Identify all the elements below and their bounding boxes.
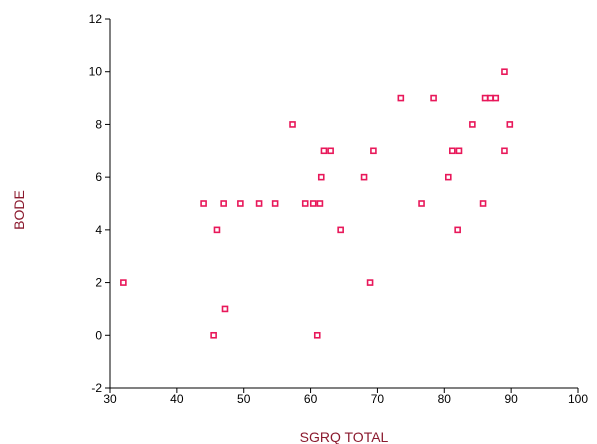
x-tick-label: 100 [568, 392, 588, 406]
x-axis-ticks: 30 40 50 60 70 80 90 100 [103, 388, 588, 406]
data-point [418, 200, 425, 207]
data-point [316, 200, 324, 207]
data-point [501, 68, 508, 76]
y-axis: -2 0 2 4 6 8 10 12 [89, 12, 111, 395]
y-tick-label: 6 [95, 170, 102, 184]
data-point [313, 331, 321, 339]
x-tick-label: 50 [237, 392, 251, 406]
data-point [430, 94, 437, 102]
data-point [327, 147, 334, 155]
data-point [449, 147, 456, 155]
data-point [289, 121, 296, 128]
data-point [221, 305, 229, 313]
data-point [220, 200, 227, 207]
x-tick-label: 80 [438, 392, 452, 406]
data-point [255, 200, 263, 207]
data-points [120, 68, 514, 339]
x-tick-label: 40 [170, 392, 184, 406]
y-tick-label: 10 [89, 65, 103, 79]
data-point [469, 121, 476, 128]
x-axis: 30 40 50 60 70 80 90 100 [103, 387, 588, 406]
x-tick-label: 60 [304, 392, 318, 406]
data-point [506, 121, 514, 128]
y-axis-title: BODE [11, 190, 27, 230]
data-point [501, 147, 508, 155]
data-point [237, 200, 244, 207]
y-tick-label: 0 [95, 328, 102, 342]
data-point [479, 200, 487, 207]
data-point [397, 94, 405, 102]
y-tick-label: 4 [95, 223, 102, 237]
y-tick-label: 8 [95, 117, 102, 131]
data-point [487, 94, 494, 102]
data-point [301, 200, 309, 207]
data-point [200, 200, 207, 207]
data-point [360, 173, 368, 181]
x-axis-title: SGRQ TOTAL [300, 429, 389, 444]
data-point [210, 331, 217, 339]
data-point [455, 147, 463, 155]
data-point [317, 173, 325, 181]
y-tick-label: -2 [91, 381, 102, 395]
data-point [320, 147, 328, 155]
data-point [337, 226, 344, 234]
data-point [492, 94, 500, 102]
y-axis-ticks: -2 0 2 4 6 8 10 12 [89, 12, 110, 395]
data-point [309, 200, 317, 207]
data-point [481, 94, 489, 102]
data-point [366, 279, 374, 286]
data-point [213, 226, 221, 234]
data-point [271, 200, 279, 207]
x-tick-label: 30 [103, 392, 117, 406]
data-point [370, 147, 377, 155]
x-tick-label: 70 [371, 392, 385, 406]
data-point [444, 173, 452, 181]
x-tick-label: 90 [504, 392, 518, 406]
y-tick-label: 2 [95, 276, 102, 290]
data-point [454, 226, 461, 234]
y-tick-label: 12 [89, 12, 103, 26]
data-point [120, 279, 127, 286]
